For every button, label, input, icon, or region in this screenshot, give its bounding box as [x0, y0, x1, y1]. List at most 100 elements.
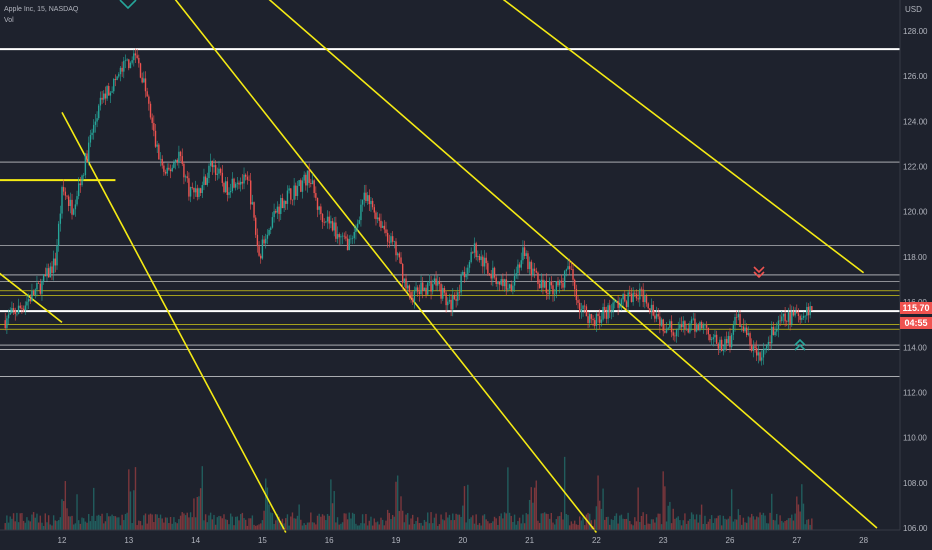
candle-body [594, 320, 596, 326]
candle-body [568, 266, 571, 269]
candle-body [614, 301, 616, 303]
candle-body [305, 174, 307, 186]
volume-bar [433, 517, 436, 530]
candle-body [527, 253, 529, 270]
volume-bar [283, 523, 285, 530]
volume-bar [376, 521, 379, 530]
volume-bar [570, 521, 573, 530]
volume-bar [106, 513, 108, 530]
volume-bar [620, 514, 623, 530]
candle-body [699, 322, 701, 331]
candle-body [211, 160, 213, 168]
volume-bar [771, 493, 773, 530]
candle-body [168, 167, 170, 170]
candle-body [151, 117, 153, 124]
volume-bar [700, 504, 703, 530]
volume-bar [14, 521, 16, 530]
chevron-double-up-icon [794, 338, 806, 351]
candle-body [512, 285, 514, 291]
horizontal-levels[interactable] [0, 48, 900, 377]
currency-label[interactable]: USD [905, 5, 922, 14]
volume-bar [625, 518, 628, 530]
volume-bar [42, 525, 45, 530]
volume-bar [89, 521, 92, 530]
candle-body [600, 319, 603, 323]
candle-body [94, 121, 97, 125]
candle-body [782, 313, 785, 317]
volume-bar [315, 524, 317, 530]
candle-body [114, 78, 117, 80]
volume-bar [427, 512, 429, 530]
volume-bar [530, 487, 532, 530]
volume-bar [39, 515, 41, 530]
candle-body [450, 299, 452, 310]
volume-bar [348, 512, 350, 530]
candle-body [71, 199, 73, 215]
candle-body [346, 238, 349, 251]
volume-bar [385, 520, 387, 530]
volume-bar [540, 513, 542, 530]
volume-bar [781, 520, 783, 530]
volume-bar [695, 514, 698, 530]
candle-body [777, 320, 780, 330]
volume-bar [602, 488, 604, 530]
volume-bar [580, 520, 583, 530]
candle-body [206, 178, 208, 185]
volume-bar [669, 501, 671, 530]
candle-body [176, 159, 178, 163]
volume-bar [74, 523, 77, 530]
volume-bar [408, 524, 411, 530]
volume-bar [759, 512, 761, 530]
candle-body [406, 285, 409, 289]
candle-body [508, 284, 511, 289]
volume-bar [485, 519, 487, 530]
volume-bar [260, 523, 262, 530]
volume-bar [565, 513, 568, 530]
candle-body [380, 220, 382, 228]
time-axis-labels: 12 13 14 15 16 19 20 21 22 23 26 27 28 [58, 536, 869, 545]
candle-body [734, 316, 736, 326]
volume-bar [448, 514, 451, 530]
candle-body [273, 211, 275, 218]
volume-bar [679, 520, 681, 530]
volume-bar [472, 515, 474, 530]
candle-body [365, 192, 367, 201]
candle-body [336, 234, 339, 239]
candle-body [234, 183, 237, 188]
volume-bar [589, 513, 591, 530]
volume-bar [151, 514, 153, 530]
candle-body [184, 176, 187, 178]
volume-bar [253, 524, 255, 530]
volume-bar [794, 513, 796, 530]
candle-body [522, 247, 524, 261]
volume-bar [393, 516, 396, 530]
volume-bar [174, 522, 177, 530]
candle-body [193, 187, 195, 193]
candle-body [370, 200, 372, 205]
volume-bar [72, 524, 75, 530]
candle-body [118, 74, 120, 77]
volume-bar [52, 515, 55, 530]
candle-body [473, 243, 476, 253]
chevron-double-down-icon-stroke [753, 266, 765, 274]
volume-bar [737, 509, 740, 530]
candle-body [779, 320, 781, 322]
volume-bar [605, 517, 608, 530]
candle-body [458, 292, 461, 293]
candle-body [376, 217, 379, 220]
candle-body [39, 283, 41, 294]
candle-body [704, 324, 706, 326]
candle-body [141, 77, 143, 83]
volume-bar [333, 491, 335, 530]
trendlines[interactable] [0, 0, 878, 534]
candle-body [447, 301, 449, 306]
volume-bar [672, 508, 674, 530]
volume-bar [189, 512, 192, 530]
volume-bar [12, 513, 15, 530]
volume-bar [422, 525, 424, 530]
candle-body [630, 293, 633, 302]
candle-body [452, 295, 454, 310]
candle-body [250, 180, 252, 205]
